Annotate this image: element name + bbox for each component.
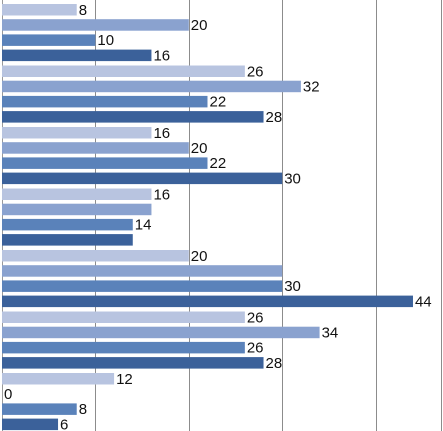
bar-group-1-series-2 <box>2 19 189 31</box>
bar-group-3-series-1 <box>2 127 152 139</box>
data-label-group-3-series-4: 30 <box>284 170 301 187</box>
data-label-group-6-series-2: 34 <box>322 324 339 341</box>
data-label-group-5-series-4: 44 <box>415 293 432 310</box>
data-label-group-7-series-1: 12 <box>116 371 133 388</box>
bar-group-4-series-3 <box>2 218 133 231</box>
bar-group-5-series-2 <box>2 265 283 277</box>
data-label-group-2-series-2: 32 <box>303 78 320 95</box>
bar-group-4-series-4 <box>2 234 133 246</box>
data-label-group-7-series-2: 0 <box>4 386 12 403</box>
data-label-group-2-series-4: 28 <box>266 109 283 126</box>
bar-group-5-series-4 <box>2 295 413 308</box>
bar-group-7-series-3 <box>2 403 77 415</box>
data-label-group-1-series-2: 20 <box>191 17 208 34</box>
bar-group-3-series-4 <box>2 172 283 185</box>
bar-group-7-series-4 <box>2 418 59 431</box>
data-label-group-6-series-3: 26 <box>247 340 264 357</box>
data-label-group-1-series-3: 10 <box>97 32 114 49</box>
data-label-group-3-series-2: 20 <box>191 140 208 157</box>
bar-group-1-series-4 <box>2 49 152 62</box>
bar-group-2-series-3 <box>2 95 208 108</box>
bar-group-7-series-1 <box>2 373 115 385</box>
data-label-group-7-series-3: 8 <box>79 401 87 418</box>
data-label-group-4-series-1: 16 <box>153 186 170 203</box>
bar-group-6-series-4 <box>2 357 264 369</box>
bar-group-6-series-2 <box>2 326 320 339</box>
data-label-group-5-series-1: 20 <box>191 248 208 265</box>
bar-group-4-series-1 <box>2 188 152 200</box>
data-label-group-5-series-3: 30 <box>284 278 301 295</box>
data-label-group-1-series-1: 8 <box>79 2 87 19</box>
data-label-group-6-series-4: 28 <box>266 355 283 372</box>
data-label-group-7-series-4: 6 <box>60 416 68 431</box>
bar-group-5-series-3 <box>2 280 283 292</box>
data-label-group-2-series-1: 26 <box>247 63 264 80</box>
bar-group-1-series-3 <box>2 34 96 46</box>
bar-group-6-series-3 <box>2 341 245 354</box>
data-label-group-6-series-1: 26 <box>247 309 264 326</box>
data-label-group-3-series-1: 16 <box>153 125 170 142</box>
bar-group-2-series-1 <box>2 65 245 77</box>
data-labels: 8201016263222281620223016142030442634262… <box>4 2 432 431</box>
data-label-group-3-series-3: 22 <box>209 155 226 172</box>
bar-group-1-series-1 <box>2 4 77 16</box>
data-label-group-1-series-4: 16 <box>153 47 170 64</box>
bars <box>2 4 413 431</box>
bar-group-3-series-2 <box>2 142 189 154</box>
bar-group-3-series-3 <box>2 157 208 169</box>
bar-group-5-series-1 <box>2 250 189 262</box>
data-label-group-4-series-3: 14 <box>135 217 152 234</box>
data-label-group-2-series-3: 22 <box>209 94 226 111</box>
bar-group-6-series-1 <box>2 311 245 323</box>
bar-group-2-series-4 <box>2 111 264 123</box>
bar-group-4-series-2 <box>2 203 152 216</box>
bar-group-2-series-2 <box>2 80 301 93</box>
